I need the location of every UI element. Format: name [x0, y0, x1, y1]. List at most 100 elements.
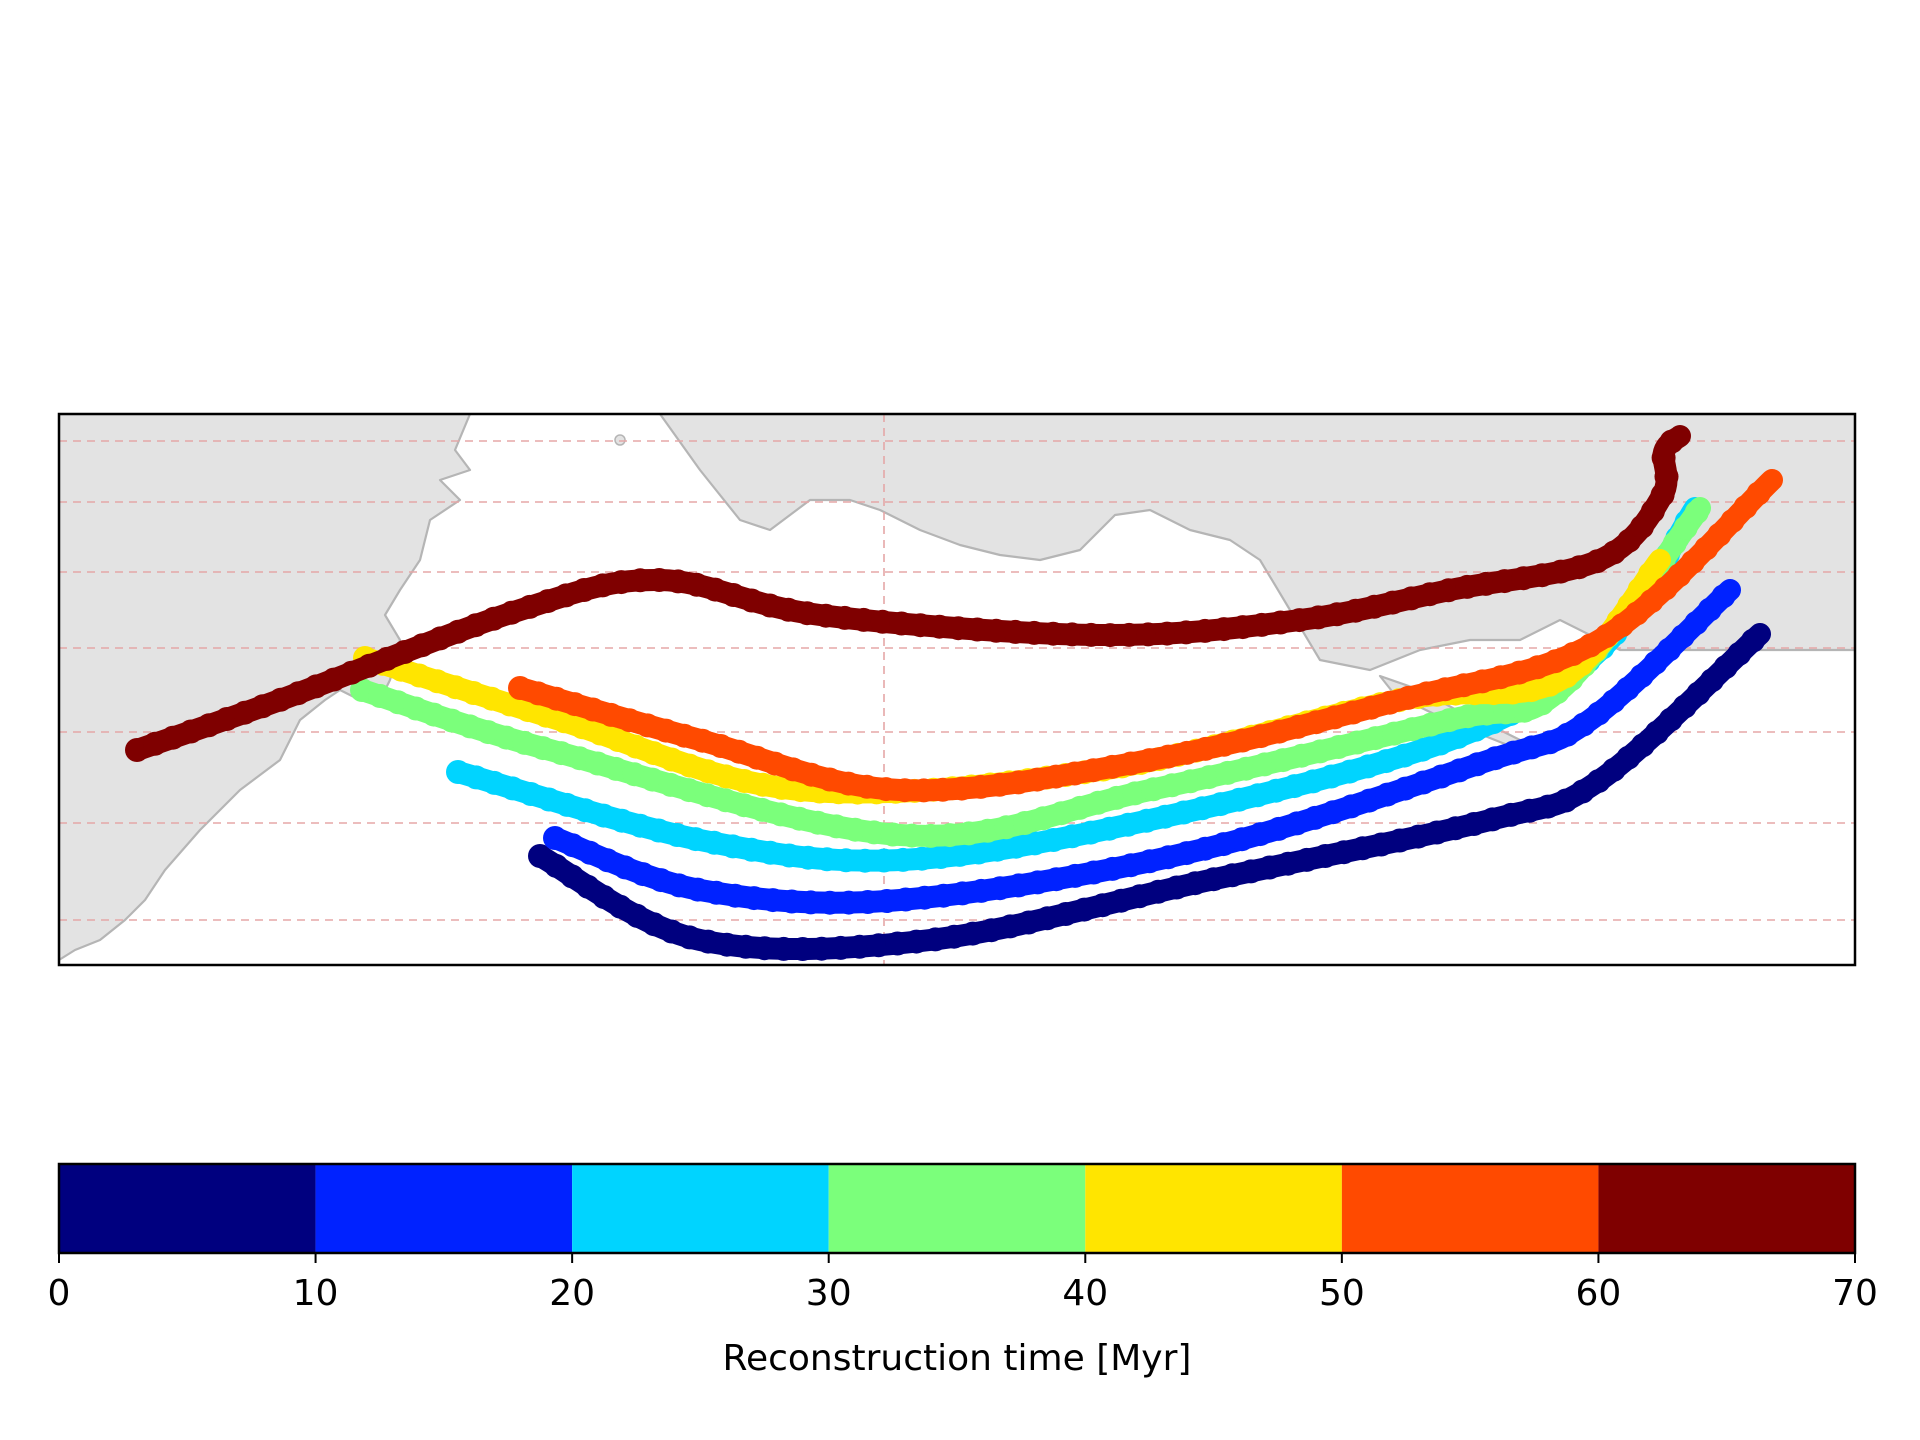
track-point — [1215, 760, 1240, 785]
track-point — [518, 782, 543, 806]
track-point — [1141, 777, 1166, 802]
track-point — [834, 848, 858, 873]
track-point — [739, 837, 764, 862]
track-point — [549, 741, 574, 766]
track-point — [752, 936, 777, 961]
track-point — [720, 834, 745, 859]
track-point — [1345, 730, 1370, 755]
track-point — [815, 847, 839, 872]
track-point — [1174, 740, 1199, 765]
track-point — [570, 715, 595, 740]
track-point — [739, 588, 764, 613]
track-point — [1044, 867, 1069, 892]
track-point — [918, 823, 943, 848]
track-point — [1174, 620, 1199, 645]
map-panel — [57, 412, 1857, 967]
track-point — [758, 840, 783, 865]
track-point — [659, 919, 684, 944]
track-point — [1447, 758, 1472, 783]
track-point — [552, 709, 577, 734]
track-point — [464, 765, 489, 790]
track-point — [1156, 744, 1181, 769]
track-point — [853, 848, 877, 873]
track-point — [969, 878, 994, 903]
track-point — [843, 817, 868, 842]
track-point — [1137, 748, 1162, 773]
island-4 — [614, 434, 626, 446]
track-point — [544, 686, 569, 711]
track-point — [1548, 559, 1573, 584]
track-point — [880, 822, 905, 847]
colorbar-frame — [57, 1162, 1857, 1255]
track-point — [1369, 832, 1394, 857]
map-frame — [57, 412, 1857, 967]
track-point — [635, 713, 660, 738]
track-point — [779, 889, 804, 914]
track-point — [1156, 845, 1181, 870]
track-point — [590, 573, 615, 598]
track-point — [874, 889, 899, 913]
track-point — [499, 600, 524, 625]
graticule — [59, 414, 1855, 965]
track-point — [1230, 615, 1255, 640]
track-point — [809, 936, 834, 961]
track-point — [1086, 790, 1110, 815]
track-point — [1684, 500, 1709, 525]
colorbar-tick-label: 50 — [1319, 1273, 1365, 1314]
track-point — [798, 890, 823, 915]
track-point — [1193, 618, 1217, 643]
track-point — [482, 770, 507, 795]
track-point — [1006, 770, 1031, 795]
track-point — [1498, 802, 1523, 827]
track-point — [573, 798, 598, 823]
track-point — [927, 614, 952, 639]
track-point — [1326, 735, 1351, 759]
track-point — [1025, 870, 1050, 895]
track-point — [713, 788, 738, 813]
track-point — [609, 570, 634, 595]
track-point — [1003, 619, 1028, 644]
track-point — [1355, 754, 1380, 779]
track-point — [1437, 708, 1462, 733]
track-point — [1650, 482, 1675, 507]
hotspot-tracks — [125, 425, 1783, 961]
track-point — [1090, 893, 1115, 918]
track-point — [1357, 788, 1382, 813]
track-point — [1393, 776, 1418, 801]
track-point — [1535, 794, 1560, 819]
colorbar-bin-60-70 — [1598, 1164, 1855, 1253]
track-point — [1343, 598, 1368, 623]
track-point — [1174, 841, 1199, 866]
track-point — [1178, 769, 1203, 794]
track-point — [1337, 759, 1362, 784]
track-point — [1374, 749, 1399, 774]
track-point — [1519, 735, 1544, 760]
track-point — [1436, 578, 1461, 603]
track-point — [1659, 429, 1684, 454]
track-point — [1063, 863, 1087, 888]
track-point — [425, 669, 450, 694]
track-point — [1517, 798, 1542, 823]
track-point — [1016, 910, 1041, 935]
track-point — [899, 823, 924, 848]
colorbar-tick-label: 70 — [1832, 1273, 1878, 1314]
track-point — [1406, 824, 1431, 849]
track-point — [1382, 721, 1406, 746]
track-point — [1474, 701, 1499, 726]
track-point — [985, 837, 1010, 862]
track-point — [658, 772, 683, 797]
track-point — [796, 845, 821, 870]
track-point — [750, 797, 775, 822]
track-point — [1470, 669, 1495, 694]
track-point — [648, 868, 673, 893]
track-point — [1414, 681, 1439, 706]
track-point — [1079, 622, 1104, 647]
track-point — [1399, 586, 1424, 611]
track-point — [667, 873, 692, 898]
track-point — [828, 935, 853, 960]
track-point — [536, 787, 561, 812]
track-point — [403, 696, 428, 721]
track-point — [744, 745, 769, 770]
track-point — [599, 702, 624, 727]
track-point — [732, 769, 757, 793]
